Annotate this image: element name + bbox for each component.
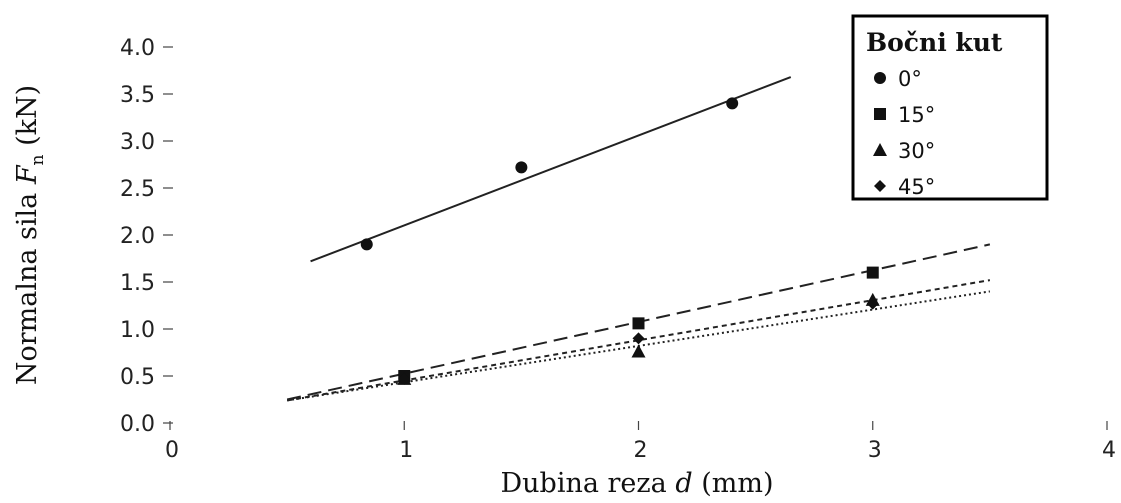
legend: Bočni kut 0° 15° 30° 45° (851, 14, 1049, 201)
y-tick-label: 3.5 (120, 83, 155, 108)
legend-label: 45° (898, 175, 935, 199)
y-tick-label: 3.0 (120, 130, 155, 155)
x-axis: 0 1 2 3 4 (165, 421, 1116, 463)
y-axis-title: Normalna sila Fn (kN) (12, 85, 48, 385)
x-tick-label: 4 (1102, 438, 1116, 463)
legend-box (851, 14, 1049, 201)
y-tick-label: 0.5 (120, 365, 155, 390)
series-3-point (631, 344, 646, 358)
x-tick-label: 2 (634, 438, 648, 463)
y-axis: 0.0 0.5 1.0 1.5 2.0 2.5 3.0 3.5 4.0 (120, 36, 173, 437)
series-1-fit-line (310, 76, 792, 263)
series-2-point (632, 317, 645, 330)
series-4-point (398, 372, 411, 385)
series-1-point (726, 97, 739, 110)
y-tick-label: 2.0 (120, 224, 155, 249)
legend-label: 30° (898, 139, 935, 163)
legend-title: Bočni kut (866, 28, 1003, 57)
x-tick-label: 0 (165, 438, 179, 463)
y-tick-label: 0.0 (120, 412, 155, 437)
y-tick-label: 2.5 (120, 177, 155, 202)
data-points (360, 97, 880, 385)
legend-marker-square (874, 108, 886, 120)
y-tick-label: 1.5 (120, 271, 155, 296)
y-tick-label: 1.0 (120, 318, 155, 343)
legend-marker-circle (874, 72, 886, 84)
x-axis-title: Dubina reza d (mm) (501, 468, 774, 499)
series-4-point (866, 297, 879, 310)
y-tick-label: 4.0 (120, 36, 155, 61)
legend-marker-triangle (873, 143, 887, 156)
x-tick-label: 3 (868, 438, 882, 463)
series-2-point (866, 266, 879, 279)
x-tick-label: 1 (399, 438, 413, 463)
legend-label: 0° (898, 67, 922, 91)
legend-marker-diamond (874, 180, 886, 192)
series-1-point (515, 161, 528, 174)
series-4-point (632, 332, 645, 345)
series-1-point (360, 238, 373, 251)
legend-label: 15° (898, 103, 935, 127)
